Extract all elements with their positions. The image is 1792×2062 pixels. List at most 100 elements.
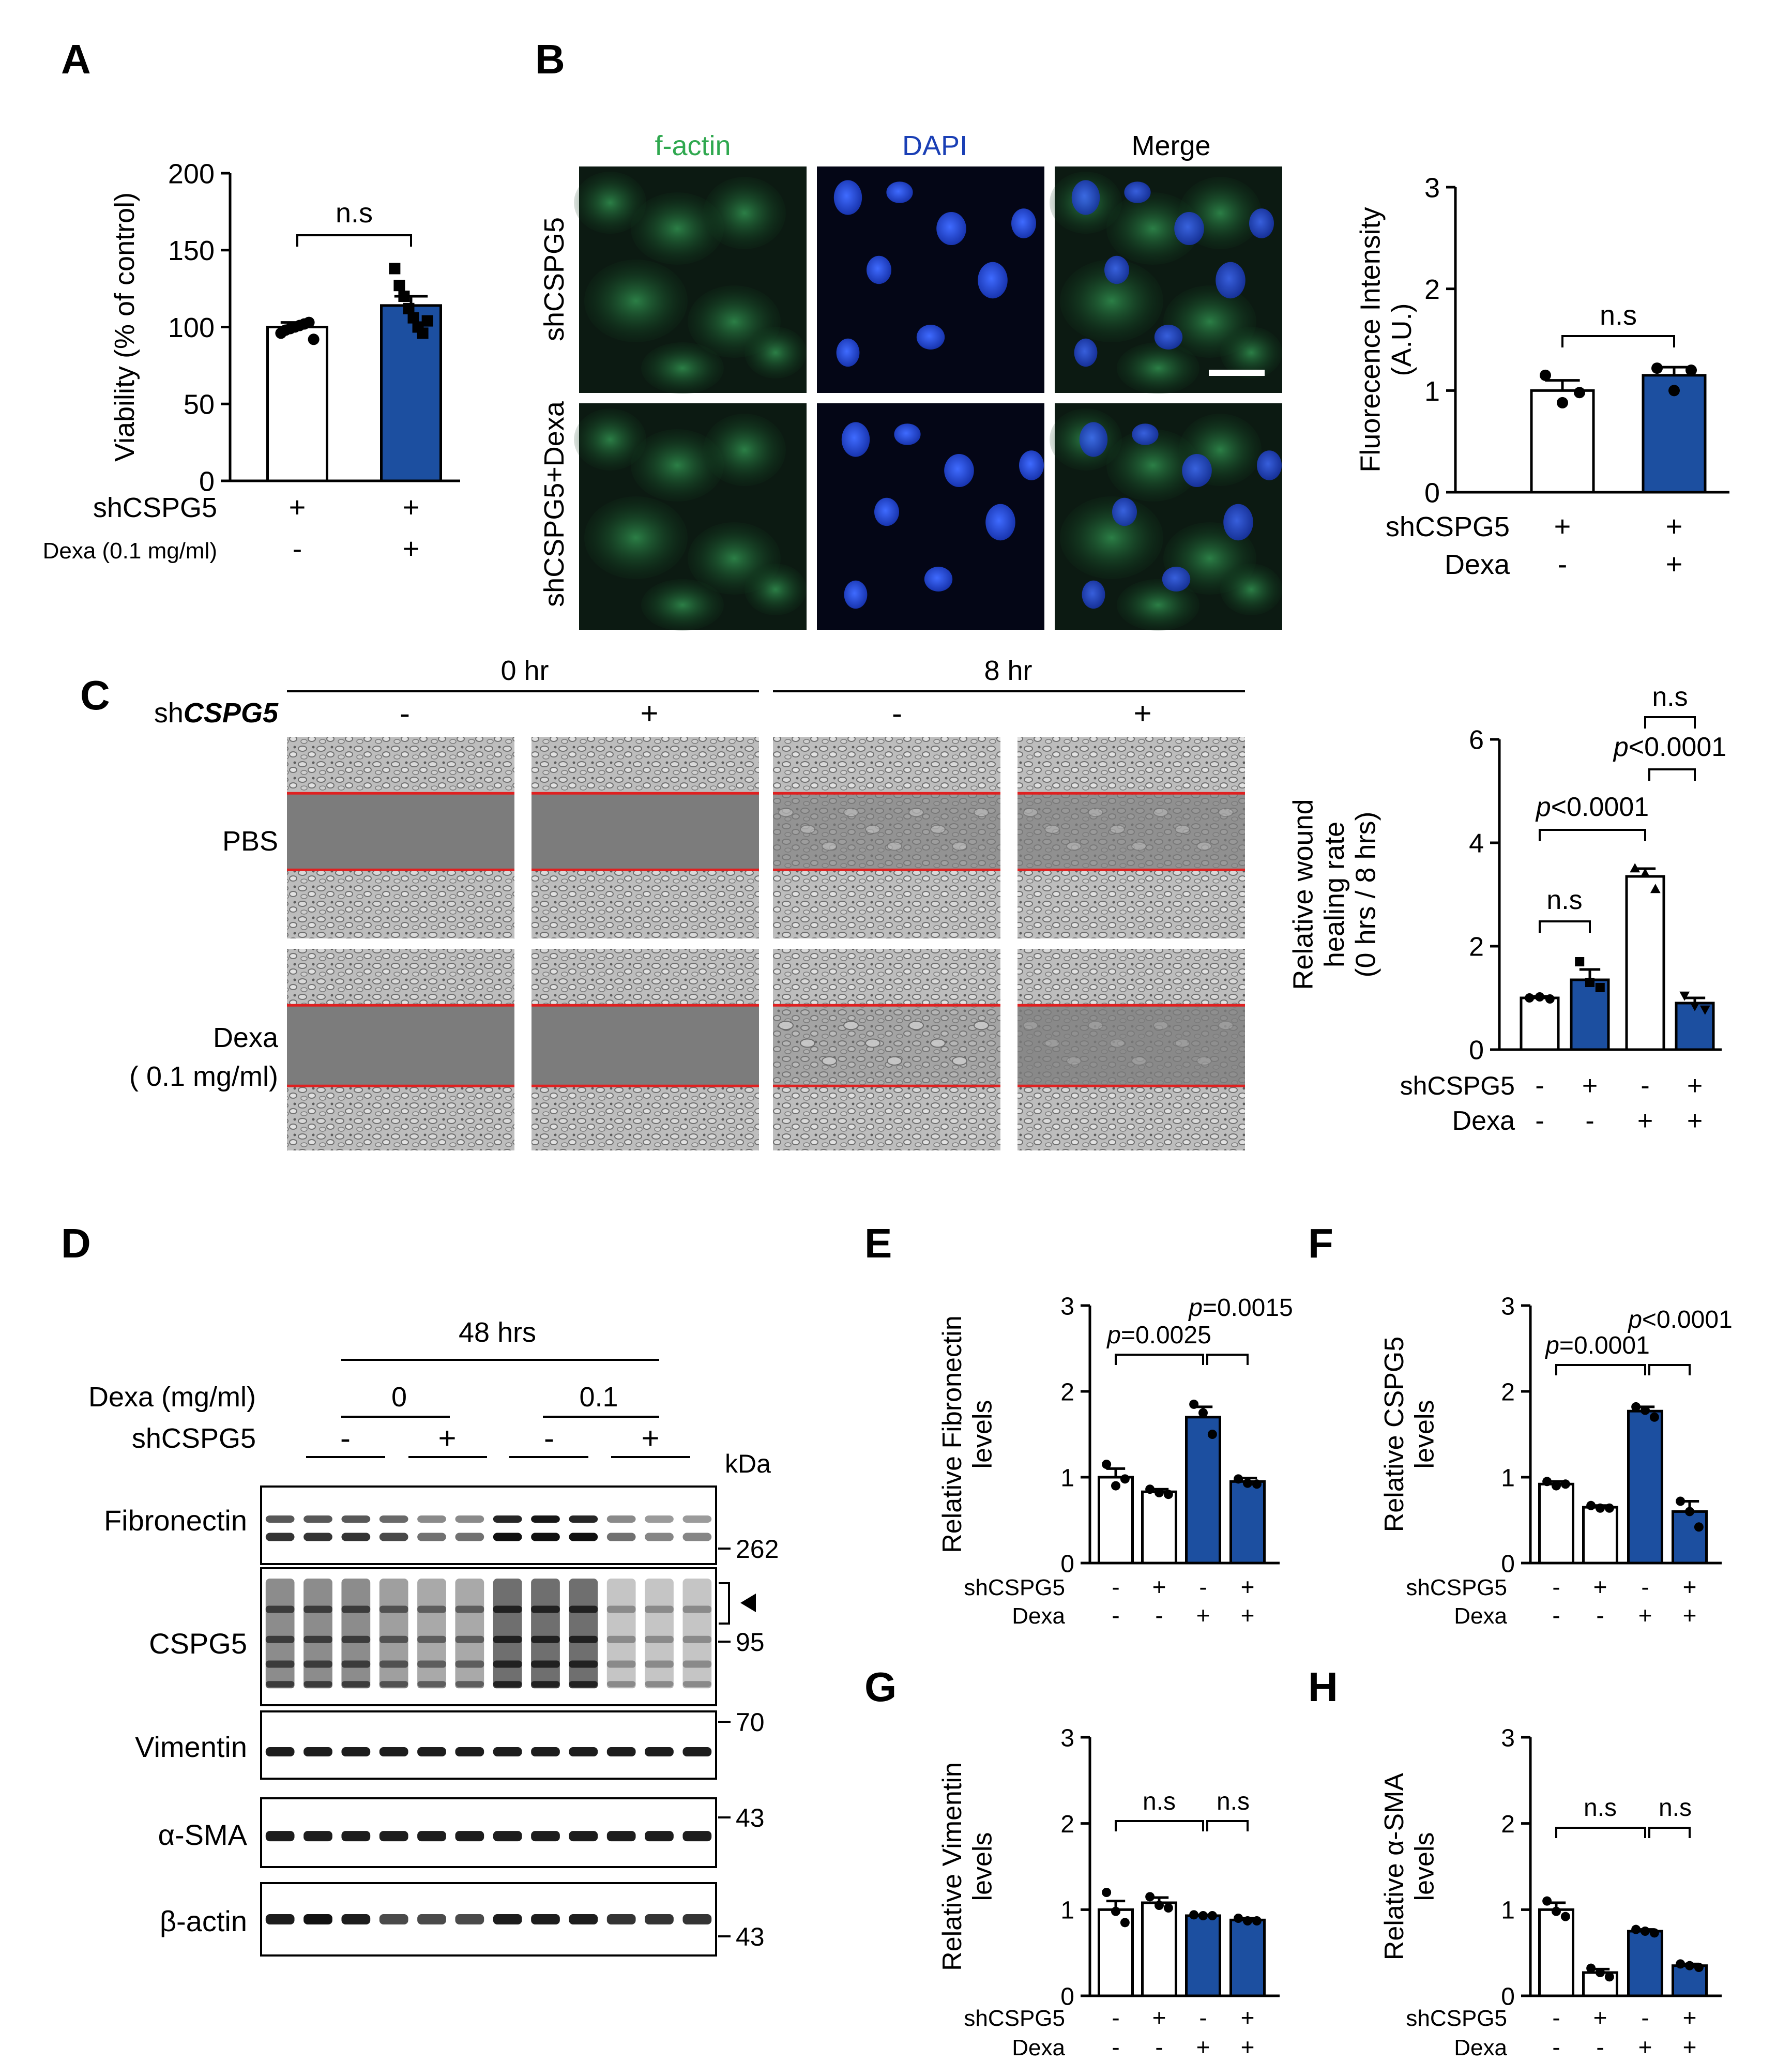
cell-actin <box>1220 327 1282 378</box>
panel-letter-b: B <box>535 36 565 82</box>
data-point <box>1145 1892 1155 1902</box>
data-point <box>1574 387 1585 399</box>
data-point <box>1596 1968 1605 1977</box>
y-tick-label: 3 <box>1501 1293 1515 1320</box>
blot-band <box>417 1747 446 1756</box>
blot-band <box>379 1660 408 1668</box>
scratch-image-grid <box>287 737 1245 1150</box>
significance-bracket <box>1115 1354 1204 1365</box>
data-point <box>1111 1906 1120 1916</box>
blot-cspg5: 95 CSPG5 <box>149 1567 765 1706</box>
blot-band <box>379 1681 408 1689</box>
blot-band <box>493 1831 522 1842</box>
significance-label: p<0.0001 <box>1613 732 1726 762</box>
condition-sign: - <box>1552 1573 1560 1600</box>
nucleus <box>1162 567 1191 592</box>
migrating-cell <box>1110 824 1125 834</box>
condition-row-label: Dexa <box>1454 2035 1507 2060</box>
blot-band <box>645 1831 674 1842</box>
blot-band <box>379 1831 408 1842</box>
blot-band <box>569 1831 598 1842</box>
blot-band <box>265 1914 295 1924</box>
migrating-cell <box>930 824 946 834</box>
condition-sign: - <box>1535 1106 1544 1136</box>
cell-actin <box>1060 496 1163 579</box>
y-tick-label: 0 <box>1469 1036 1484 1066</box>
micro-image <box>817 403 1044 630</box>
condition-sign: + <box>1152 1573 1166 1600</box>
migrating-cell <box>843 1021 859 1030</box>
nucleus <box>1019 450 1044 480</box>
significance-label: n.s <box>1600 300 1637 331</box>
blot-band <box>265 1533 295 1541</box>
data-point <box>1640 868 1650 878</box>
data-point <box>1694 1963 1704 1972</box>
arrowhead-icon <box>740 1594 756 1612</box>
blot-band <box>493 1747 522 1756</box>
significance-bracket <box>1206 1354 1249 1365</box>
bar <box>1229 1480 1266 1565</box>
blot-band <box>645 1681 674 1689</box>
blot-band <box>265 1747 295 1756</box>
condition-sign: - <box>1155 1602 1163 1629</box>
blot-band <box>569 1914 598 1924</box>
condition-row-label: shCSPG5 <box>1406 1575 1507 1600</box>
migrating-cell <box>1023 1021 1038 1030</box>
data-point <box>1552 1906 1561 1916</box>
condition-row-label: Dexa <box>1452 1106 1515 1136</box>
nucleus <box>1249 208 1274 238</box>
blot-band <box>417 1914 446 1924</box>
condition-row-label: shCSPG5 <box>1406 2006 1507 2031</box>
col-sign-2: + <box>640 696 658 731</box>
blot-smear <box>341 1579 371 1687</box>
shcspg5-label: shCSPG5 <box>132 1423 256 1454</box>
condition-sign: - <box>1641 2004 1649 2031</box>
blot-band <box>303 1533 332 1541</box>
nucleus <box>874 497 899 526</box>
blot-band <box>379 1747 408 1756</box>
blot-band <box>303 1635 332 1643</box>
migrating-cell <box>952 841 967 851</box>
blot-band <box>493 1681 522 1689</box>
data-point <box>1604 1503 1614 1513</box>
condition-row-label: Dexa (0.1 mg/ml) <box>43 538 217 564</box>
condition-sign: + <box>1241 1602 1255 1629</box>
nucleus <box>844 580 868 609</box>
y-axis-label: Relative Vimentinlevels <box>937 1762 997 1971</box>
bar <box>1520 996 1560 1051</box>
wound-gap <box>531 793 759 870</box>
condition-row-label: shCSPG5 <box>1400 1071 1515 1100</box>
blot-band <box>606 1533 636 1541</box>
significance-bracket <box>1644 716 1696 729</box>
blot-label: α-SMA <box>158 1818 248 1851</box>
condition-sign: - <box>1112 2004 1119 2031</box>
blot-band <box>455 1747 484 1756</box>
chart-a-viability: 0 50 100 150 200 Viability (% of control) + - + +… <box>43 158 460 565</box>
nucleus <box>1104 255 1129 284</box>
bar <box>1229 1918 1266 1997</box>
nucleus <box>836 338 860 367</box>
condition-row-label: shCSPG5 <box>964 1575 1065 1600</box>
blot-band <box>493 1515 522 1523</box>
condition-row-label: shCSPG5 <box>93 492 217 523</box>
migrating-cell <box>822 841 837 851</box>
micro-image <box>574 166 807 394</box>
condition-sign: + <box>1683 1602 1697 1629</box>
row-label-dexa-dose: ( 0.1 mg/ml) <box>129 1061 278 1092</box>
blot-band <box>455 1533 484 1541</box>
panel-letter-f: F <box>1308 1220 1333 1266</box>
data-point <box>1207 1430 1217 1439</box>
nucleus <box>1082 580 1105 609</box>
data-point <box>1679 991 1690 1001</box>
blot-band <box>531 1635 560 1643</box>
blot-band <box>455 1681 484 1689</box>
data-point <box>1525 993 1535 1003</box>
cell-actin <box>1117 579 1199 631</box>
marker-kda: 43 <box>736 1803 765 1832</box>
condition-sign: - <box>293 532 302 565</box>
data-point <box>1651 362 1663 374</box>
blot-band <box>569 1533 598 1541</box>
significance-label: p<0.0001 <box>1627 1306 1733 1333</box>
marker-kda: 70 <box>736 1708 765 1737</box>
cell-actin <box>574 172 646 234</box>
